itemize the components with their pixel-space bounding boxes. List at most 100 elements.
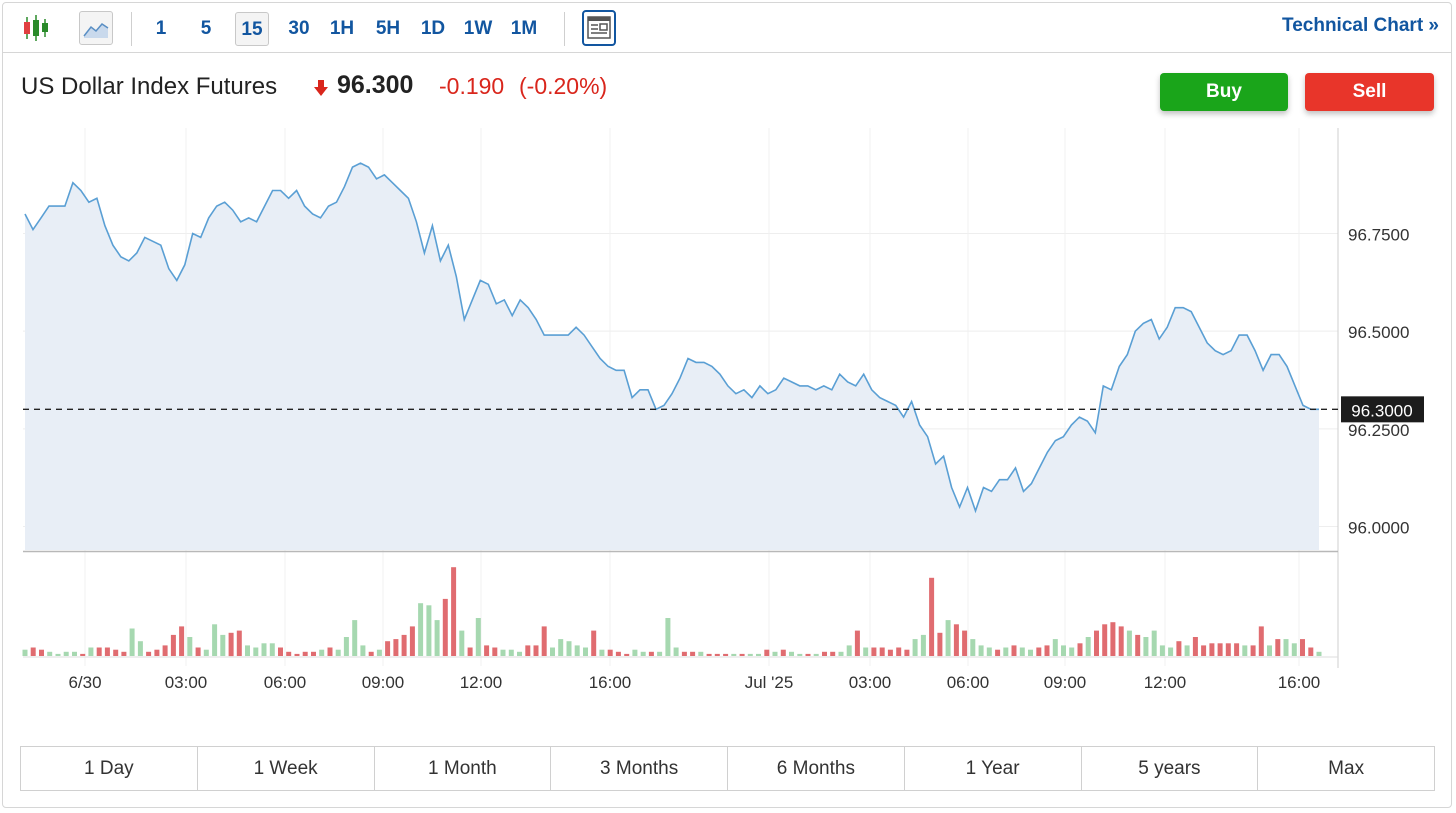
volume-bar — [920, 634, 926, 656]
volume-bar — [55, 653, 61, 656]
volume-bar — [591, 630, 597, 656]
price-chart[interactable]: Investing.com 96.750096.500096.250096.00… — [3, 3, 1451, 743]
volume-bar — [764, 649, 770, 656]
volume-bar — [475, 618, 481, 656]
buy-button[interactable]: Buy — [1160, 73, 1288, 111]
volume-bar — [459, 630, 465, 656]
volume-bar — [1308, 647, 1314, 656]
interval-1[interactable]: 1 — [155, 18, 167, 39]
volume-bar — [253, 647, 259, 656]
price-area-fill — [25, 163, 1319, 550]
volume-bar — [418, 603, 424, 656]
volume-bar — [731, 653, 737, 656]
volume-bar — [632, 649, 638, 656]
x-tick-label: 09:00 — [1044, 673, 1087, 692]
volume-bar — [1036, 647, 1042, 656]
volume-bar — [484, 645, 490, 656]
volume-bar — [47, 651, 53, 656]
volume-bar — [96, 647, 102, 656]
range-1-year[interactable]: 1 Year — [905, 747, 1082, 790]
volume-bar — [451, 567, 457, 656]
x-tick-label: 03:00 — [849, 673, 892, 692]
volume-bar — [1291, 643, 1297, 656]
volume-bar — [1126, 630, 1132, 656]
volume-bar — [442, 598, 448, 656]
volume-bar — [574, 645, 580, 656]
volume-bar — [236, 630, 242, 656]
volume-bar — [426, 605, 432, 656]
volume-bar — [854, 630, 860, 656]
volume-bar — [714, 653, 720, 656]
interval-15[interactable]: 15 — [235, 12, 269, 46]
volume-bar — [830, 651, 836, 656]
volume-bar — [80, 653, 86, 656]
volume-bar — [220, 634, 226, 656]
volume-bar — [121, 651, 127, 656]
volume-bar — [1011, 645, 1017, 656]
volume-bar — [1151, 630, 1157, 656]
price-change-percent: (-0.20%) — [519, 73, 608, 99]
volume-bar — [599, 649, 605, 656]
volume-bar — [1143, 637, 1149, 656]
range-1-month[interactable]: 1 Month — [375, 747, 552, 790]
volume-bar — [698, 651, 704, 656]
interval-1h[interactable]: 1H — [329, 18, 355, 39]
volume-bar — [1052, 639, 1058, 656]
interval-1m[interactable]: 1M — [510, 18, 538, 39]
volume-bar — [319, 649, 325, 656]
volume-bar — [1061, 645, 1066, 656]
volume-bar — [780, 649, 786, 656]
area-chart-button[interactable] — [79, 11, 113, 45]
volume-bar — [1184, 645, 1190, 656]
volume-bar — [912, 639, 918, 656]
sell-button[interactable]: Sell — [1305, 73, 1434, 111]
layout-button[interactable] — [582, 10, 616, 46]
volume-bar — [1110, 622, 1116, 656]
volume-bar — [1085, 637, 1091, 656]
volume-bar — [756, 653, 761, 656]
volume-bar — [624, 653, 630, 656]
volume-bar — [558, 639, 564, 656]
range-1-week[interactable]: 1 Week — [198, 747, 375, 790]
volume-bar — [690, 651, 696, 656]
range-max[interactable]: Max — [1328, 758, 1365, 779]
volume-bar — [1176, 641, 1182, 656]
interval-5[interactable]: 5 — [200, 18, 212, 39]
volume-bar — [500, 649, 506, 656]
volume-bar — [278, 647, 283, 656]
volume-bar — [113, 649, 119, 656]
volume-bar — [995, 649, 1001, 656]
volume-bar — [1209, 643, 1215, 656]
interval-1w[interactable]: 1W — [463, 18, 493, 39]
range-6-months[interactable]: 6 Months — [728, 747, 905, 790]
volume-bar — [467, 647, 473, 656]
range-1-day[interactable]: 1 Day — [21, 747, 198, 790]
range-3-months[interactable]: 3 Months — [551, 747, 728, 790]
volume-bar — [261, 643, 267, 656]
technical-chart-link[interactable]: Technical Chart » — [1282, 15, 1439, 36]
volume-bar — [1044, 645, 1050, 656]
volume-bar — [838, 651, 844, 656]
volume-bar — [269, 643, 275, 656]
volume-bar — [1258, 626, 1264, 656]
volume-bar — [409, 626, 415, 656]
volume-bar — [1135, 634, 1141, 656]
volume-bar — [228, 632, 234, 657]
candlestick-icon[interactable] — [19, 11, 53, 45]
volume-bar — [22, 649, 28, 656]
volume-bar — [517, 651, 522, 656]
interval-1d[interactable]: 1D — [420, 18, 446, 39]
volume-bar — [1077, 643, 1083, 656]
interval-30[interactable]: 30 — [288, 18, 310, 39]
x-tick-label: 12:00 — [460, 673, 503, 692]
range-5-years[interactable]: 5 years — [1082, 747, 1259, 790]
volume-bar — [1201, 645, 1207, 656]
current-price-label: 96.3000 — [1351, 401, 1412, 420]
volume-bar — [747, 653, 753, 656]
interval-5h[interactable]: 5H — [375, 18, 401, 39]
volume-bar — [170, 634, 176, 656]
x-tick-label: 16:00 — [1278, 673, 1321, 692]
volume-bar — [607, 649, 613, 656]
volume-bar — [1168, 647, 1174, 656]
volume-bar — [39, 649, 44, 656]
